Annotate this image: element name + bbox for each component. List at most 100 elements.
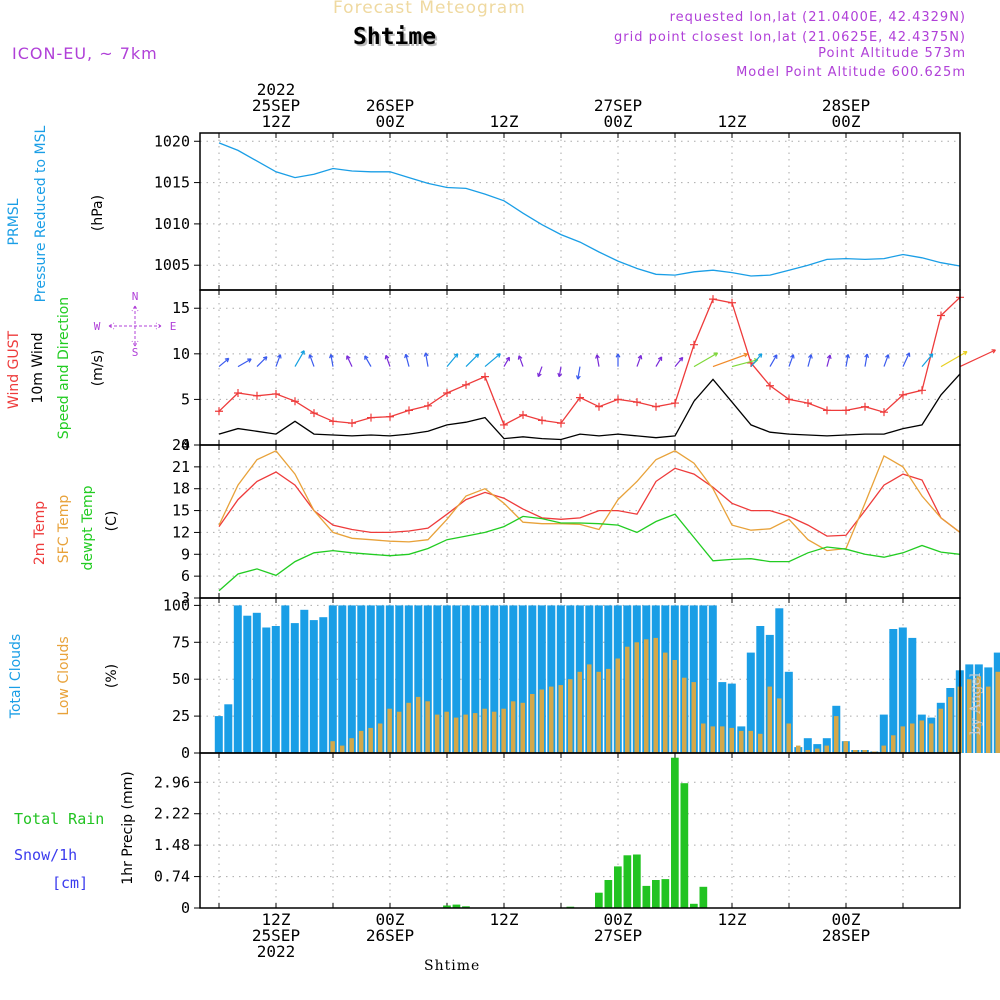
total-cloud-bar xyxy=(290,623,299,753)
bottom-time-label: 00Z xyxy=(604,910,633,929)
total-cloud-bar xyxy=(300,609,309,753)
total-cloud-bar xyxy=(784,671,793,753)
rain-bar xyxy=(652,880,660,908)
panel-5: 0 0.74 1.48 2.22 2.96 xyxy=(154,752,961,917)
wind-direction-arrow xyxy=(636,354,643,367)
low-cloud-bar xyxy=(568,679,573,753)
label-10m-wind: 10m Wind xyxy=(30,332,46,403)
rain-bar xyxy=(699,886,708,908)
low-cloud-bar xyxy=(549,686,554,753)
low-cloud-bar xyxy=(558,685,563,753)
wind-direction-arrow xyxy=(275,354,282,367)
low-cloud-bar xyxy=(663,652,668,753)
gust-point xyxy=(652,402,660,411)
total-cloud-bar xyxy=(537,605,546,753)
low-cloud-bar xyxy=(615,658,620,753)
top-time-label: 27SEP xyxy=(594,96,642,115)
wind-direction-arrow xyxy=(484,353,501,368)
y-tick-label: 25 xyxy=(172,707,190,725)
rain-bar xyxy=(661,879,670,908)
low-cloud-bar xyxy=(796,745,801,753)
top-time-label: 25SEP xyxy=(252,96,300,115)
gust-point xyxy=(918,386,926,395)
rain-bar xyxy=(671,757,679,908)
model-point-altitude: Model Point Altitude 600.625m xyxy=(736,65,966,80)
ylabel-ms: (m/s) xyxy=(90,350,106,387)
series-line-sfc-temp xyxy=(218,449,961,552)
rain-bar xyxy=(452,904,461,908)
low-cloud-bar xyxy=(805,750,810,753)
low-cloud-bar xyxy=(539,689,544,753)
wind-direction-arrow xyxy=(423,352,429,367)
total-cloud-bar xyxy=(518,605,527,753)
top-time-label: 12Z xyxy=(490,112,519,131)
wind-direction-arrow xyxy=(503,356,510,367)
top-time-label: 12Z xyxy=(262,112,291,131)
total-cloud-bar xyxy=(889,629,898,753)
low-cloud-bar xyxy=(510,701,516,753)
low-cloud-bar xyxy=(415,696,421,753)
y-tick-label: 0 xyxy=(181,744,190,762)
low-cloud-bar xyxy=(472,713,478,753)
ylabel-percent: (%) xyxy=(104,664,120,688)
bottom-time-label: 25SEP xyxy=(252,926,300,945)
low-cloud-bar xyxy=(339,745,345,753)
label-dewpt-temp: dewpt Temp xyxy=(80,485,96,570)
gust-point xyxy=(405,406,413,415)
label-snow: Snow/1h xyxy=(14,846,77,864)
wind-direction-arrow xyxy=(364,355,372,367)
wind-direction-arrow xyxy=(750,353,763,367)
low-cloud-bar xyxy=(948,696,953,753)
wind-direction-arrow xyxy=(769,354,778,367)
series-line-wind-gust xyxy=(218,296,961,426)
y-tick-label: 1020 xyxy=(154,132,190,150)
gust-point xyxy=(443,389,451,398)
low-cloud-bar xyxy=(986,686,991,753)
footer-station: Shtime xyxy=(424,958,481,974)
total-cloud-bar xyxy=(509,605,518,753)
compass-e: E xyxy=(170,320,177,333)
label-speed-direction: Speed and Direction xyxy=(56,297,72,439)
total-cloud-bar xyxy=(338,605,347,753)
y-tick-label: 0 xyxy=(181,436,190,454)
low-cloud-bar xyxy=(815,748,820,753)
wind-direction-arrow xyxy=(346,355,353,367)
wind-direction-arrow xyxy=(864,353,870,367)
series-line-2m-temp xyxy=(218,467,961,537)
low-cloud-bar xyxy=(691,682,696,753)
chart-subtitle: Forecast Meteogram xyxy=(333,0,526,18)
rain-bar xyxy=(604,880,613,908)
low-cloud-bar xyxy=(891,735,896,753)
low-cloud-bar xyxy=(644,639,649,753)
bottom-time-label: 12Z xyxy=(718,910,747,929)
rain-bar xyxy=(614,866,622,908)
gust-point xyxy=(215,407,223,416)
total-cloud-bar xyxy=(813,744,822,753)
y-tick-label: 2.22 xyxy=(154,805,190,823)
gust-point xyxy=(937,311,945,320)
gust-point xyxy=(272,389,280,398)
gust-point xyxy=(557,419,565,428)
bottom-time-label: 27SEP xyxy=(594,926,642,945)
low-cloud-bar xyxy=(463,714,468,753)
low-cloud-bar xyxy=(701,723,706,753)
station-title: Shtime xyxy=(353,24,437,50)
total-cloud-bar xyxy=(556,605,565,753)
total-cloud-bar xyxy=(499,605,508,753)
low-cloud-bar xyxy=(834,716,839,753)
wind-direction-arrow xyxy=(384,354,391,367)
gust-point xyxy=(614,395,622,404)
y-tick-label: 1010 xyxy=(154,215,190,233)
gust-point xyxy=(880,408,888,417)
wind-direction-arrow xyxy=(674,356,684,367)
low-cloud-bar xyxy=(862,750,867,753)
low-cloud-bar xyxy=(368,727,373,753)
low-cloud-bar xyxy=(682,677,687,753)
y-tick-label: 6 xyxy=(181,567,190,585)
wind-direction-arrow xyxy=(537,366,543,378)
wind-direction-arrow xyxy=(557,366,563,378)
series-line-prmsl xyxy=(218,142,961,277)
panel-4: 0 25 50 75 100 xyxy=(163,596,1000,762)
label-total-rain: Total Rain xyxy=(14,810,104,828)
total-cloud-bar xyxy=(433,605,442,753)
